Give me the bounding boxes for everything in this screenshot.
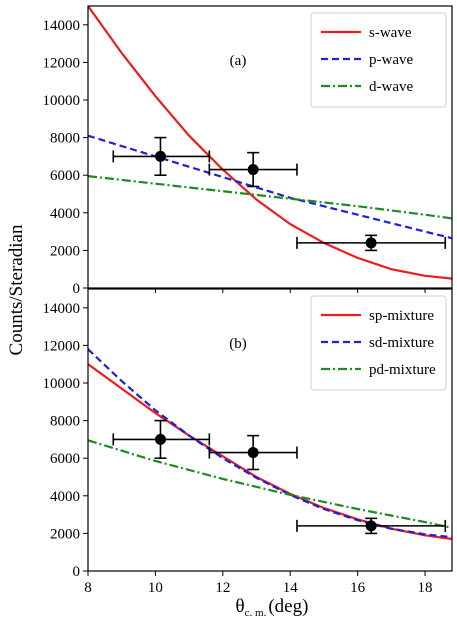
- data-point-a-2: [296, 234, 447, 252]
- y-tick-label-b-8000: 8000: [50, 414, 80, 430]
- y-tick-label-a-4000: 4000: [50, 206, 80, 222]
- legend-a: s-wave p-wave d-wave: [310, 12, 447, 108]
- y-tick-label-a-6000: 6000: [50, 168, 80, 184]
- y-tick-label-b-6000: 6000: [50, 451, 80, 467]
- series-line-b-1: [88, 348, 452, 539]
- legend-label-b-1: sd-mixture: [369, 335, 434, 351]
- x-tick-label-8: 8: [84, 580, 92, 596]
- series-line-a-2: [88, 175, 452, 220]
- data-point-a-0: [112, 136, 211, 176]
- x-tick-label-18: 18: [418, 580, 433, 596]
- y-axis-label: Counts/Steradian: [6, 224, 27, 355]
- panel-a: 0 2000 4000 6000 8000 10000 12000 14000 (a) s-wav…: [43, 5, 453, 297]
- y-tick-label-a-2000: 2000: [50, 243, 80, 259]
- data-point-b-1: [208, 434, 298, 471]
- x-tick-label-16: 16: [350, 580, 366, 596]
- series-line-b-2: [88, 439, 452, 529]
- y-tick-label-b-10000: 10000: [43, 376, 81, 392]
- panel-label-a: (a): [230, 53, 247, 69]
- y-tick-label-b-12000: 12000: [43, 338, 81, 354]
- legend-label-a-0: s-wave: [369, 25, 412, 41]
- y-tick-label-a-12000: 12000: [43, 55, 81, 71]
- data-point-b-0: [112, 419, 211, 460]
- legend-b: sp-mixture sd-mixture pd-mixture: [310, 295, 447, 391]
- x-axis-label-theta: θ: [236, 596, 245, 617]
- series-line-a-0: [88, 6, 452, 280]
- y-tick-label-b-2000: 2000: [50, 526, 80, 542]
- x-tick-label-14: 14: [283, 580, 299, 596]
- data-point-b-2: [296, 517, 447, 535]
- y-tick-label-b-14000: 14000: [43, 301, 81, 317]
- y-tick-label-a-0: 0: [73, 281, 81, 297]
- x-tick-label-12: 12: [215, 580, 230, 596]
- y-tick-label-b-0: 0: [73, 564, 81, 580]
- legend-label-b-2: pd-mixture: [369, 362, 436, 378]
- y-tick-label-b-4000: 4000: [50, 489, 80, 505]
- plot-frame-a: [87, 5, 453, 289]
- panel-b: 0 2000 4000 6000 8000 10000 12000 14000 8 10 12 14 1…: [43, 288, 453, 596]
- x-axis-label: θc. m. (deg): [236, 596, 309, 619]
- data-point-a-1: [208, 151, 298, 188]
- x-tick-label-10: 10: [148, 580, 163, 596]
- legend-label-a-1: p-wave: [369, 52, 413, 68]
- panel-label-b: (b): [229, 336, 247, 352]
- y-tick-label-a-8000: 8000: [50, 131, 80, 147]
- series-line-a-1: [88, 134, 452, 240]
- x-axis-label-subscript: c. m.: [245, 607, 267, 619]
- x-axis-label-unit: (deg): [268, 596, 308, 617]
- legend-label-a-2: d-wave: [369, 79, 413, 95]
- legend-label-b-0: sp-mixture: [369, 308, 434, 324]
- y-tick-label-a-14000: 14000: [43, 18, 81, 34]
- plot-frame-b: [87, 288, 453, 572]
- y-tick-label-a-10000: 10000: [43, 93, 81, 109]
